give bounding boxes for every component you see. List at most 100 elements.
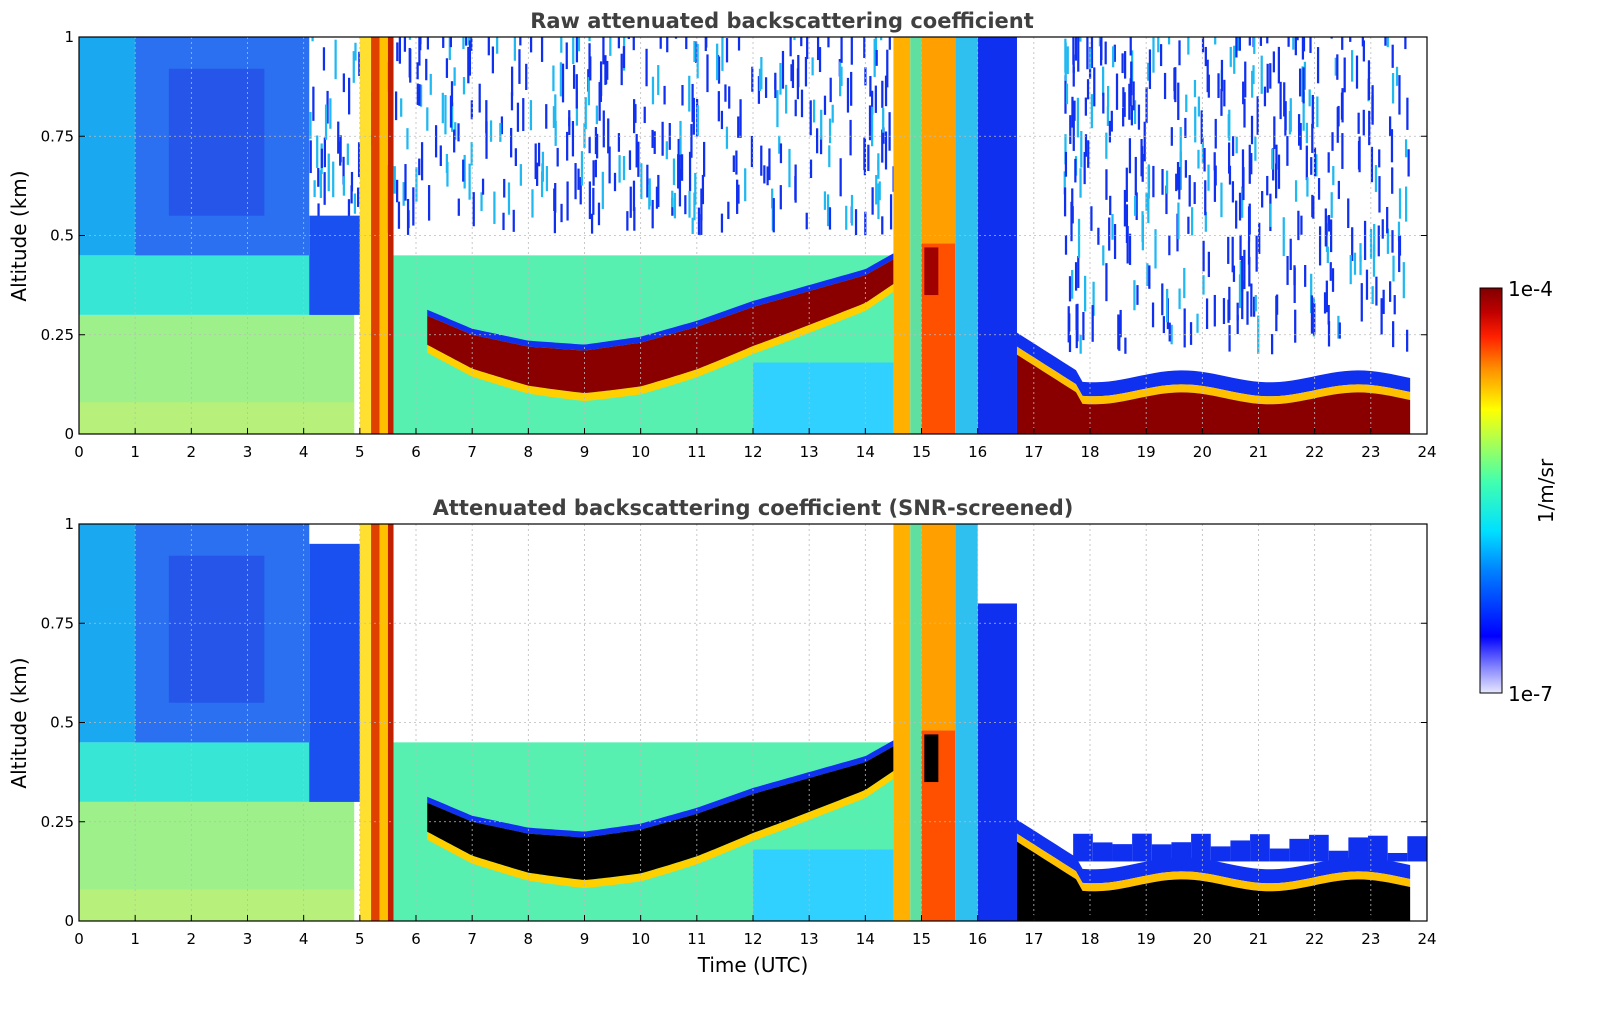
x-tick-label: 13 [800,443,819,461]
noise-speckle [316,135,319,168]
noise-speckle [1338,322,1341,339]
boundary-layer [753,362,894,434]
noise-speckle [583,123,586,148]
noise-speckle [1253,296,1256,317]
noise-speckle [1334,57,1337,76]
noise-speckle [1090,37,1094,68]
noise-speckle [545,166,549,192]
noise-speckle [659,37,662,49]
residual-layer [1269,848,1290,862]
noise-speckle [1260,55,1263,94]
noise-speckle [609,37,612,56]
noise-speckle [1147,62,1150,81]
noise-speckle [700,188,703,221]
cloud-top-edge [1016,819,1411,884]
noise-speckle [1283,82,1286,117]
noise-speckle [534,143,537,180]
noise-speckle [690,124,693,158]
noise-speckle [1079,37,1082,42]
noise-speckle [1076,97,1080,138]
noise-speckle [1300,215,1303,235]
noise-speckle [500,116,504,135]
noise-speckle [1183,267,1186,299]
noise-speckle [794,99,797,117]
noise-speckle [418,158,421,176]
x-tick-label: 17 [1024,443,1043,461]
noise-speckle [831,104,834,123]
noise-speckle [493,191,496,224]
noise-speckle [1254,295,1257,312]
noise-speckle [1083,152,1086,185]
cloud-layer [924,734,939,783]
noise-speckle [1292,37,1295,50]
x-tick-label: 23 [1361,443,1380,461]
noise-speckle [463,154,466,189]
noise-speckle [577,37,581,52]
noise-speckle [594,159,597,178]
x-tick-label: 15 [912,930,931,948]
noise-speckle [692,97,695,135]
noise-speckle [1327,152,1330,173]
noise-speckle [604,61,608,85]
noise-speckle [393,166,396,194]
noise-speckle [329,98,332,129]
noise-speckle [1063,187,1067,217]
noise-speckle [1248,203,1251,235]
noise-speckle [1242,167,1245,201]
noise-speckle [633,207,636,231]
noise-speckle [1261,191,1264,208]
noise-speckle [643,106,646,124]
noise-speckle [1388,116,1392,137]
noise-speckle [1147,164,1150,199]
noise-speckle [1145,192,1148,211]
noise-speckle [1163,72,1167,100]
noise-speckle [820,109,823,140]
noise-speckle [1391,230,1394,253]
noise-speckle [595,133,599,159]
noise-speckle [1378,176,1381,213]
x-tick-label: 16 [968,443,987,461]
noise-speckle [737,37,741,51]
noise-speckle [1207,164,1210,191]
noise-speckle [873,38,876,77]
x-tick-label: 16 [968,930,987,948]
noise-speckle [1135,192,1138,220]
noise-speckle [634,104,637,123]
noise-speckle [426,107,429,131]
noise-speckle [323,137,326,168]
x-tick-label: 18 [1080,930,1099,948]
x-tick-label: 22 [1305,443,1324,461]
noise-speckle [1404,37,1407,50]
noise-speckle [1227,114,1230,139]
noise-speckle [323,172,326,205]
residual-layer [1309,834,1329,862]
noise-speckle [536,162,539,186]
noise-speckle [1289,238,1292,271]
noise-speckle [1241,255,1244,292]
noise-speckle [1238,37,1241,51]
noise-speckle [826,194,830,227]
residual-layer [1092,842,1113,862]
noise-speckle [554,120,557,146]
noise-speckle [1297,114,1301,133]
noise-speckle [418,84,421,106]
noise-speckle [688,151,692,192]
noise-speckle [1330,192,1333,218]
noise-speckle [398,37,402,64]
noise-speckle [1372,244,1376,277]
noise-speckle [446,161,449,187]
noise-speckle [1175,173,1178,192]
noise-speckle [1064,235,1068,255]
noise-speckle [1252,65,1255,85]
noise-speckle [457,123,460,142]
noise-speckle [1125,204,1129,243]
noise-speckle [1213,166,1217,202]
noise-speckle [608,146,611,184]
noise-speckle [561,63,565,103]
noise-speckle [1266,37,1269,44]
noise-speckle [737,116,740,138]
noise-speckle [1201,37,1205,53]
noise-speckle [1304,264,1307,287]
noise-speckle [1097,227,1100,245]
y-axis-label: Altitude (km) [7,170,31,301]
